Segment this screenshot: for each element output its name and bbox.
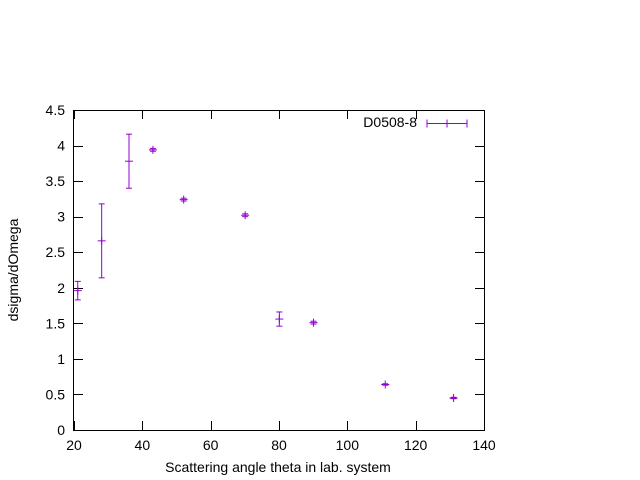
legend-sample — [426, 119, 468, 128]
x-tick-label: 60 — [203, 437, 219, 453]
y-tick-label: 2.5 — [46, 244, 66, 260]
data-point — [275, 311, 284, 327]
y-tick-label: 0.5 — [46, 386, 66, 402]
x-tick-label: 20 — [66, 437, 82, 453]
data-point — [73, 280, 82, 301]
y-tick-label: 1.5 — [46, 315, 66, 331]
data-point — [179, 195, 188, 204]
x-tick-label: 120 — [404, 437, 428, 453]
plot-frame — [73, 110, 485, 431]
y-tick-label: 2 — [57, 280, 65, 296]
y-tick-label: 4 — [57, 138, 65, 154]
y-tick-label: 3.5 — [46, 173, 66, 189]
data-series — [73, 133, 458, 402]
x-tick-label: 40 — [135, 437, 151, 453]
data-point — [449, 394, 458, 402]
y-tick-label: 1 — [57, 351, 65, 367]
y-axis-label: dsigma/dOmega — [5, 218, 21, 321]
legend: D0508-8 — [363, 114, 468, 130]
data-point — [241, 211, 250, 220]
x-tick-label: 100 — [336, 437, 360, 453]
tick-labels: 20 40 60 80 100 120 140 0 0.5 1 1.5 2 2.5 3 3.5 4 4.5 — [46, 102, 496, 453]
axis-ticks — [74, 110, 485, 431]
y-tick-label: 4.5 — [46, 102, 66, 118]
data-point — [148, 145, 157, 154]
data-point — [381, 380, 390, 389]
y-tick-label: 3 — [57, 209, 65, 225]
x-tick-label: 80 — [271, 437, 287, 453]
data-point — [125, 133, 134, 189]
x-tick-label: 140 — [472, 437, 496, 453]
x-axis-label: Scattering angle theta in lab. system — [165, 459, 391, 475]
y-tick-label: 0 — [57, 422, 65, 438]
data-point — [309, 318, 318, 327]
legend-label: D0508-8 — [363, 114, 417, 130]
data-point — [97, 203, 106, 279]
